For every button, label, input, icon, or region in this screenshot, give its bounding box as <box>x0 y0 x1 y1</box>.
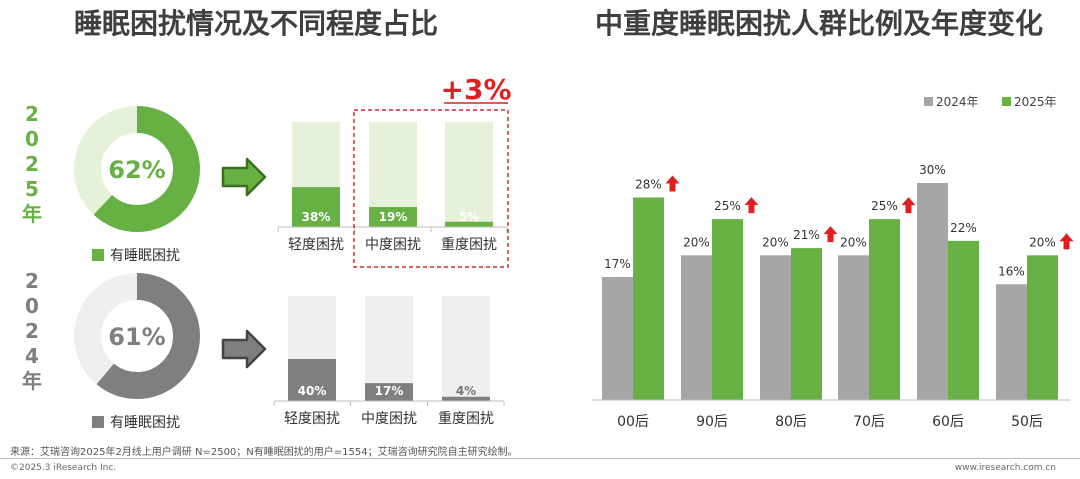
increase-arrow-50后 <box>1059 233 1074 250</box>
bar-value-90后-2025年: 25% <box>714 199 741 213</box>
severity-category-0-1: 中度困扰 <box>365 237 421 253</box>
increase-arrow-00后 <box>665 175 680 192</box>
bar-value-60后-2024年: 30% <box>919 163 946 177</box>
severity-value-1-0: 40% <box>298 384 327 398</box>
increase-label: +3% <box>441 73 512 106</box>
severity-category-1-2: 重度困扰 <box>438 411 494 427</box>
x-category-50后: 50后 <box>1011 414 1043 430</box>
bar-00后-2024年 <box>602 277 633 400</box>
increase-arrow-70后 <box>901 197 916 214</box>
severity-bar-1-2 <box>442 396 490 401</box>
severity-category-0-2: 重度困扰 <box>441 237 497 253</box>
x-category-90后: 90后 <box>696 414 728 430</box>
bar-60后-2025年 <box>948 240 979 400</box>
year-label-char-0-0: 2 <box>25 102 39 126</box>
highlight-box <box>353 109 509 268</box>
copyright: ©2025.3 iResearch Inc. <box>10 463 117 473</box>
severity-value-0-2: 5% <box>459 210 479 224</box>
year-label-char-1-1: 0 <box>25 294 39 318</box>
donut-center-label-1: 61% <box>108 323 165 351</box>
severity-value-1-2: 4% <box>456 384 476 398</box>
donut-slice-1 <box>74 273 200 399</box>
year-label-char-0-4: 年 <box>22 202 42 226</box>
legend-swatch-0 <box>924 97 933 106</box>
arrow-2025 <box>221 157 267 197</box>
bar-50后-2024年 <box>996 284 1027 400</box>
year-label-char-1-3: 4 <box>25 344 39 368</box>
year-label-char-1-0: 2 <box>25 269 39 293</box>
year-label-char-1-4: 年 <box>22 369 42 393</box>
increase-arrow-90后 <box>744 197 759 214</box>
donut-slice-0 <box>74 106 200 232</box>
footer-divider <box>0 458 1080 459</box>
bar-90后-2024年 <box>681 255 712 400</box>
severity-bar-1-1 <box>365 383 413 401</box>
severity-category-0-0: 轻度困扰 <box>288 237 344 253</box>
year-label-char-0-3: 5 <box>25 177 39 201</box>
severity-category-1-1: 中度困扰 <box>361 411 417 427</box>
bar-50后-2025年 <box>1027 255 1058 400</box>
arrow-2024 <box>221 329 267 369</box>
bar-60后-2024年 <box>917 183 948 400</box>
bar-value-80后-2025年: 21% <box>793 228 820 242</box>
legend-label-0: 2024年 <box>936 95 979 109</box>
year-label-char-0-1: 0 <box>25 127 39 151</box>
severity-bar-0-2 <box>445 221 493 227</box>
severity-bg-0-2 <box>445 122 493 227</box>
donut-legend-swatch-1 <box>92 416 104 428</box>
left-chart-title: 睡眠困扰情况及不同程度占比 <box>74 7 439 40</box>
legend-swatch-1 <box>1002 97 1011 106</box>
bar-value-80后-2024年: 20% <box>762 235 789 249</box>
bar-value-60后-2025年: 22% <box>950 221 977 235</box>
year-label-char-1-2: 2 <box>25 319 39 343</box>
donut-legend-label-1: 有睡眠困扰 <box>110 415 180 431</box>
bar-70后-2025年 <box>869 219 900 400</box>
bar-value-00后-2025年: 28% <box>635 177 662 191</box>
bar-00后-2025年 <box>633 197 664 400</box>
bar-value-70后-2024年: 20% <box>840 235 867 249</box>
bar-80后-2024年 <box>760 255 791 400</box>
bar-value-50后-2025年: 20% <box>1029 235 1056 249</box>
x-category-80后: 80后 <box>775 414 807 430</box>
bar-90后-2025年 <box>712 219 743 400</box>
bar-value-00后-2024年: 17% <box>604 257 631 271</box>
severity-bg-1-2 <box>442 296 490 401</box>
severity-bar-0-0 <box>292 187 340 227</box>
legend-label-1: 2025年 <box>1014 95 1057 109</box>
severity-bar-0-1 <box>369 207 417 227</box>
donut-legend-label-0: 有睡眠困扰 <box>110 248 180 264</box>
bar-value-50后-2024年: 16% <box>998 264 1025 278</box>
severity-bar-1-0 <box>288 359 336 401</box>
year-label-char-0-2: 2 <box>25 152 39 176</box>
severity-value-0-0: 38% <box>302 210 331 224</box>
website: www.iresearch.com.cn <box>954 463 1056 473</box>
x-category-70后: 70后 <box>853 414 885 430</box>
increase-arrow-80后 <box>823 226 838 243</box>
donut-legend-swatch-0 <box>92 249 104 261</box>
severity-value-0-1: 19% <box>379 210 408 224</box>
source-note: 来源：艾瑞咨询2025年2月线上用户调研 N=2500；N有睡眠困扰的用户=15… <box>10 447 518 458</box>
bar-70后-2024年 <box>838 255 869 400</box>
x-category-60后: 60后 <box>932 414 964 430</box>
right-chart-title: 中重度睡眠困扰人群比例及年度变化 <box>595 7 1044 40</box>
severity-value-1-1: 17% <box>375 384 404 398</box>
x-category-00后: 00后 <box>617 414 649 430</box>
bar-value-70后-2025年: 25% <box>871 199 898 213</box>
donut-center-label-0: 62% <box>108 156 165 184</box>
bar-80后-2025年 <box>791 248 822 400</box>
bar-value-90后-2024年: 20% <box>683 235 710 249</box>
severity-category-1-0: 轻度困扰 <box>284 411 340 427</box>
